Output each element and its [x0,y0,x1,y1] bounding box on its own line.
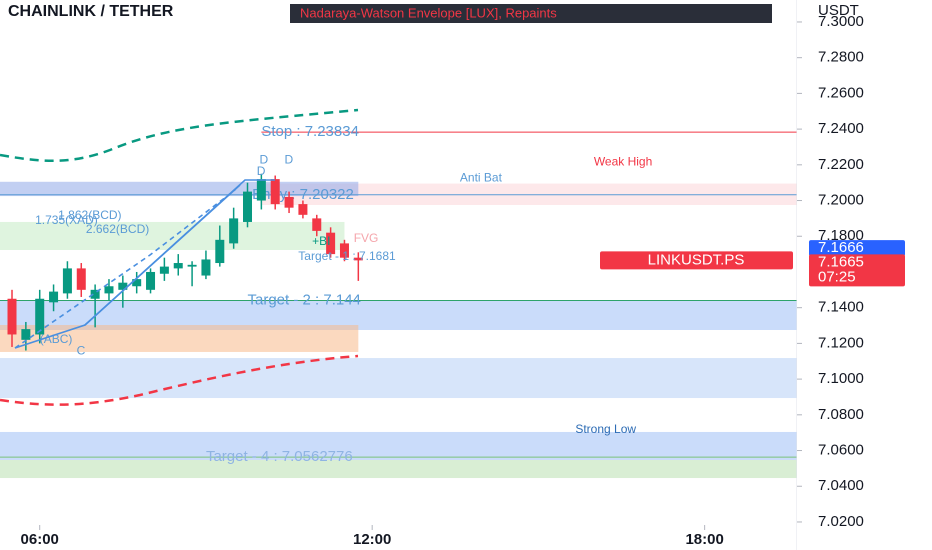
candle-body [339,243,349,258]
symbol-label-box [600,251,793,270]
candle-body [159,266,169,274]
annotation: +BI [312,234,330,248]
candle-body [76,268,86,290]
candle-body [35,298,45,335]
annotation: Anti Bat [460,170,503,184]
candle-body [353,257,363,261]
annotation: D [257,164,266,178]
annotation: 1.735(XAD) [35,213,98,227]
candle-body [215,239,225,264]
annotation: C [77,344,86,358]
y-tick-label: 7.1200 [818,334,864,351]
level-label: Target - 2 : 7.144 [248,292,361,309]
x-tick-label: 06:00 [21,531,59,548]
x-tick-label: 12:00 [353,531,391,548]
candle-body [201,259,211,276]
candle-body [270,179,280,205]
level-label: Target - 4 : 7.0562776 [206,448,353,465]
annotation: Target - 1 : 7.1681 [298,249,396,263]
candle-body [132,279,142,287]
candle-body [104,286,114,294]
zone [0,358,797,399]
annotation: D [284,153,293,167]
currency-label: USDT [818,2,859,19]
candle-body [146,271,156,290]
candle-body [62,268,72,294]
symbol-label: LINKUSDT.PS [648,251,745,268]
candle-body [90,289,100,299]
annotation: 1.862(BCD) [58,208,121,222]
countdown-label: 07:25 [818,268,856,285]
candle-body [7,298,17,335]
upper-envelope [0,108,359,163]
zone [0,181,359,197]
y-tick-label: 7.2800 [818,49,864,66]
y-tick-label: 7.2200 [818,156,864,173]
zone [0,325,359,352]
annotation: 2.662(BCD) [86,222,149,236]
zone [261,183,797,205]
candle-body [312,218,322,231]
level-label: Stop : 7.23834 [261,123,359,140]
y-tick-label: 7.0200 [818,513,864,530]
annotation: Weak High [594,154,652,168]
indicator-box [290,4,772,23]
candle-body [229,218,239,244]
level-label: Entry : 7.20322 [252,186,354,203]
candle-body [326,232,336,255]
price-label-box [809,254,905,287]
y-tick-label: 7.3000 [818,13,864,30]
candle-body [256,179,266,201]
y-tick-label: 7.0600 [818,442,864,459]
y-tick-label: 7.1800 [818,227,864,244]
annotation: Strong Low [575,422,636,436]
annotation: FVG [354,231,379,245]
y-tick-label: 7.0400 [818,477,864,494]
pattern-lines [14,179,275,349]
y-tick-label: 7.2400 [818,120,864,137]
y-tick-label: 7.2600 [818,84,864,101]
y-tick-label: 7.0800 [818,406,864,423]
candle-body [298,204,308,215]
zone [0,460,797,479]
zone [0,431,797,460]
price-label-box [809,240,905,257]
candle-body [173,263,183,269]
candle-body [21,329,31,340]
price-label: 7.1666 [818,239,864,256]
chart-title: CHAINLINK / TETHER [8,3,174,20]
annotation: (ABC) [40,332,73,346]
candle-body [243,191,253,222]
annotation: D [260,153,269,167]
y-tick-label: 7.2000 [818,192,864,209]
candle-body [49,291,59,303]
plot-area: Stop : 7.23834 Entry : 7.20322 Target - 2 … [0,123,797,479]
candle-body [187,264,197,267]
candle-body [118,282,128,290]
y-tick-label: 7.1400 [818,299,864,316]
y-tick-label: 7.1000 [818,370,864,387]
candle-body [284,196,294,208]
price-label: 7.1665 [818,253,864,270]
x-tick-label: 18:00 [685,531,723,548]
indicator-label: Nadaraya-Watson Envelope [LUX], Repaints [300,5,557,20]
